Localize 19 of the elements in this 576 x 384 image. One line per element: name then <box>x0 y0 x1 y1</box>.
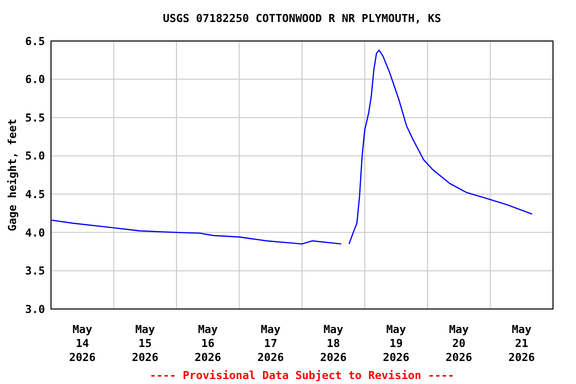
y-tick-label: 4.0 <box>25 226 45 240</box>
x-tick-label: May 14 2026 <box>69 323 96 364</box>
x-tick-label: May 21 2026 <box>508 323 536 364</box>
y-tick-label: 4.5 <box>25 188 45 201</box>
x-tick-label: May 18 2026 <box>320 323 347 364</box>
y-tick-label: 6.5 <box>25 34 45 48</box>
y-axis-title: Gage height, feet <box>6 118 19 232</box>
y-tick-label: 5.5 <box>25 111 45 124</box>
x-tick-label: May 15 2026 <box>132 323 159 364</box>
x-tick-label: May 17 2026 <box>257 323 284 364</box>
y-tick-label: 3.5 <box>25 264 45 278</box>
y-tick-label: 6.0 <box>25 73 45 86</box>
x-tick-label: May 16 2026 <box>194 323 222 364</box>
y-tick-label: 5.0 <box>25 150 45 163</box>
x-tick-label: May 19 2026 <box>382 323 410 364</box>
y-tick-label: 3.0 <box>25 302 45 316</box>
x-tick-label: May 20 2026 <box>446 323 472 364</box>
chart-title: USGS 07182250 COTTONWOOD R NR PLYMOUTH, KS <box>162 12 442 25</box>
text: ---- Provisional Data Subject to Revision ---- <box>150 369 454 382</box>
